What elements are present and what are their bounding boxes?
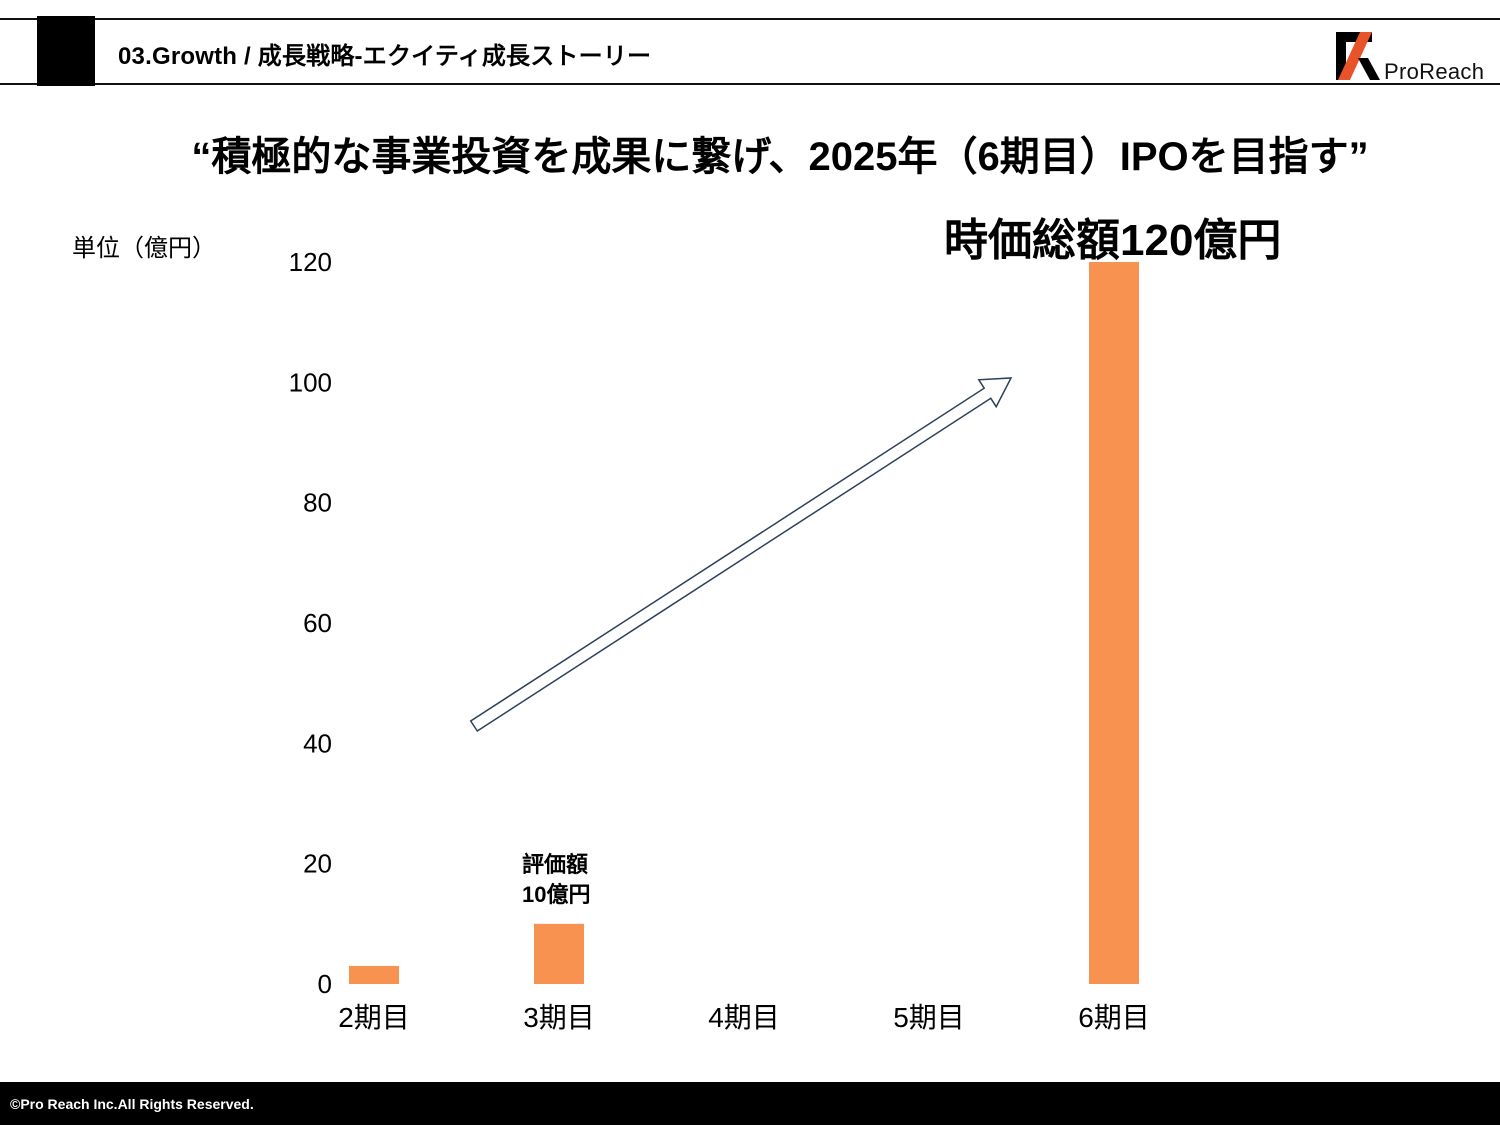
bar [1089, 262, 1139, 984]
x-tick-label: 3期目 [523, 1002, 595, 1033]
y-tick-label: 0 [318, 969, 332, 999]
header-bottom-rule [0, 83, 1500, 85]
x-tick-label: 4期目 [708, 1002, 780, 1033]
proreach-logo: ProReach [1334, 28, 1494, 84]
header-top-rule [0, 18, 1500, 20]
y-axis-ticks: 0 20 40 60 80 100 120 [289, 247, 332, 999]
y-tick-label: 40 [303, 728, 332, 758]
bars [349, 262, 1139, 984]
y-tick-label: 120 [289, 247, 332, 277]
section-title: 03.Growth / 成長戦略-エクイティ成長ストーリー [118, 43, 652, 70]
header-block [37, 16, 95, 86]
proreach-logo-mark [1336, 32, 1380, 80]
headline: “積極的な事業投資を成果に繋げ、2025年（6期目）IPOを目指す” [191, 135, 1369, 179]
x-tick-label: 2期目 [338, 1002, 410, 1033]
y-tick-label: 20 [303, 849, 332, 879]
x-axis-labels: 2期目 3期目 4期目 5期目 6期目 [338, 1002, 1150, 1033]
market-cap-callout: 時価総額120億円 [944, 216, 1282, 265]
y-tick-label: 80 [303, 488, 332, 518]
footer: ©Pro Reach Inc.All Rights Reserved. [0, 1082, 1500, 1125]
growth-arrow [469, 377, 1013, 733]
y-tick-label: 60 [303, 608, 332, 638]
x-tick-label: 6期目 [1078, 1002, 1150, 1033]
valuation-callout: 評価額 10億円 [522, 850, 590, 910]
bar [349, 965, 399, 984]
y-tick-label: 100 [289, 367, 332, 397]
valuation-value: 10億円 [522, 882, 591, 907]
valuation-label: 評価額 [522, 852, 589, 877]
bar-chart: 0 20 40 60 80 100 120 2期目 3期目 4期目 5期目 6期目 [289, 247, 1150, 1033]
copyright: ©Pro Reach Inc.All Rights Reserved. [10, 1096, 254, 1112]
x-tick-label: 5期目 [893, 1002, 965, 1033]
unit-label: 単位（億円） [72, 235, 216, 262]
bar [534, 923, 584, 984]
logo-text: ProReach [1384, 59, 1485, 84]
